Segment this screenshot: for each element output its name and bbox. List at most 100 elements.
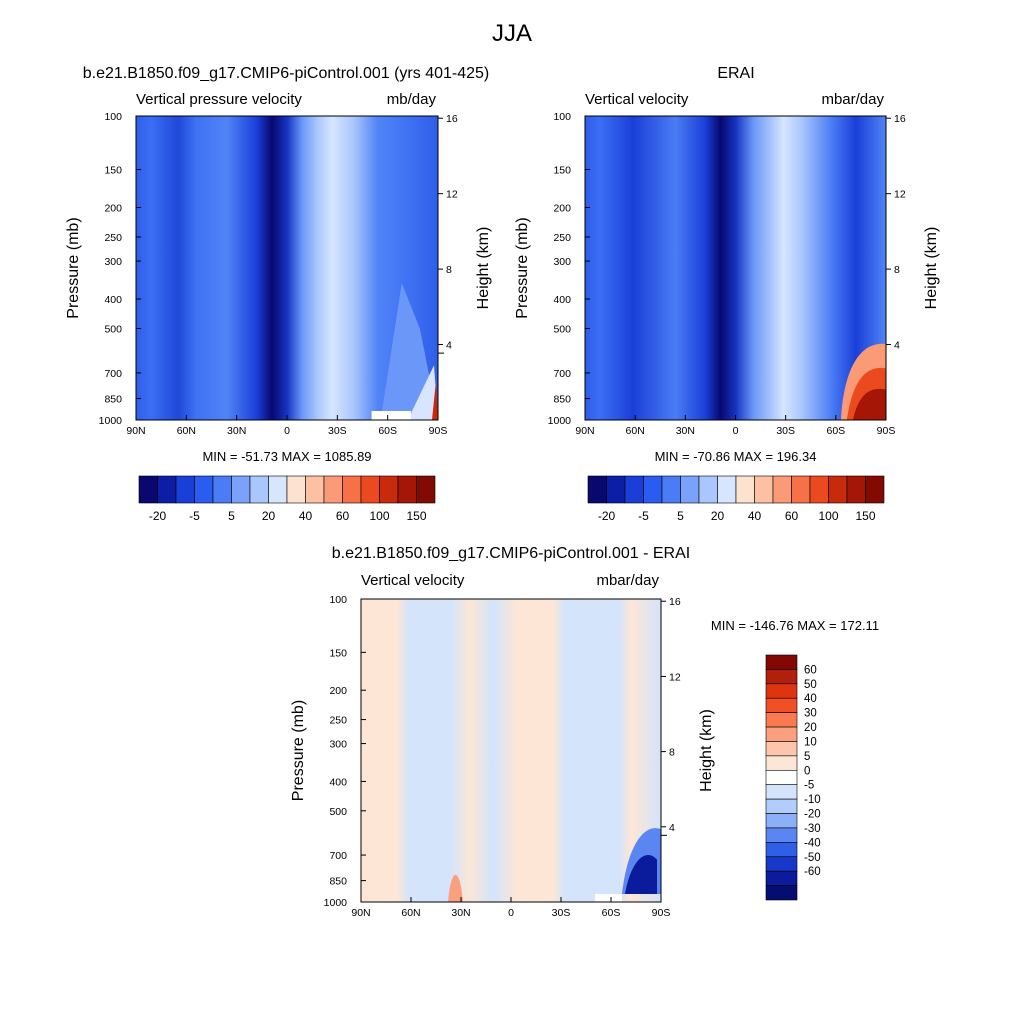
panel-model: b.e21.B1850.f09_g17.CMIP6-piControl.001 … [65,65,492,523]
colorbar-label: -50 [804,852,821,864]
y-tick-label: 150 [329,647,347,659]
colorbar-box [323,475,343,504]
contour-region [852,388,886,420]
colorbar-box [268,475,288,504]
colorbar-box [735,475,755,504]
variable-label: Vertical velocity [361,572,465,589]
colorbar-label: 100 [818,509,838,523]
colorbar-box [231,475,251,504]
colorbar-box [765,755,798,771]
colorbar-box [809,475,829,504]
colorbar-box [865,475,885,504]
figure-title: JJA [491,20,532,47]
contour-region [432,380,438,420]
missing-data [371,411,411,420]
colorbar-box [765,769,798,786]
y-tick-label: 100 [329,594,347,606]
y-tick-label: 200 [329,685,347,697]
x-tick-label: 90N [351,907,370,919]
x-tick-label: 30N [451,907,470,919]
colorbar-label: -5 [638,509,649,523]
panel-erai: ERAI Vertical velocity mbar/day 90N 60N 30N 0 3… [514,65,940,523]
height-tick-label: 12 [894,189,906,201]
y-tick-label: 100 [553,111,571,123]
colorbar-box [765,798,798,814]
colorbar-box [305,475,325,504]
panel-title: ERAI [717,65,754,82]
colorbar-box [765,669,798,685]
colorbar-box [138,475,158,504]
y-tick-label: 400 [329,776,347,788]
variable-label: Vertical pressure velocity [136,91,302,108]
units-label: mbar/day [821,91,884,108]
colorbar-label: 150 [855,509,875,523]
height-tick-label: 4 [446,340,452,352]
y-tick-label: 500 [553,323,571,335]
y-tick-label: 200 [553,203,571,215]
height-tick-label: 8 [669,747,675,759]
y-tick-label: 150 [553,165,571,177]
colorbar-box [379,475,399,504]
y-tick-label: 500 [329,806,347,818]
colorbar-box [754,475,774,504]
colorbar-box [765,870,798,886]
colorbar-box [416,475,436,504]
colorbar-label: 60 [785,509,799,523]
min-max-stats: MIN = -51.73 MAX = 1085.89 [202,449,371,464]
colorbar-label: 20 [804,722,817,734]
units-label: mbar/day [596,572,659,589]
y-tick-label: 700 [553,368,571,380]
height-tick-label: 12 [446,189,458,201]
colorbar-box [624,475,644,504]
colorbar-box [765,726,798,742]
panel-title: b.e21.B1850.f09_g17.CMIP6-piControl.001 … [332,545,690,562]
x-tick-label: 30N [227,425,246,437]
x-tick-label: 90S [877,425,896,437]
colorbar-box [772,475,792,504]
colorbar-box [765,712,798,728]
colorbar-box [765,654,798,670]
right-axis-label: Height (km) [475,227,492,310]
colorbar-box [286,475,306,504]
x-tick-label: 60N [626,425,645,437]
colorbar-box [765,697,798,713]
units-label: mb/day [387,91,437,108]
colorbar-label: 10 [804,736,817,748]
x-tick-label: 60N [177,425,196,437]
colorbar-box [765,683,798,699]
colorbar-box [846,475,866,504]
colorbar-label: 20 [262,509,276,523]
colorbar-box [717,475,737,504]
colorbar-label: -5 [189,509,200,523]
colorbar-label: -30 [804,823,821,835]
colorbar-label: 40 [748,509,762,523]
colorbar-box [194,475,214,504]
x-tick-label: 0 [284,425,290,437]
colorbar-box [249,475,269,504]
y-tick-label: 100 [104,111,122,123]
y-tick-label: 250 [553,232,571,244]
colorbar-box [175,475,195,504]
colorbar-label: -10 [804,794,821,806]
colorbar-label: 5 [677,509,684,523]
colorbar-box [698,475,718,504]
x-tick-label: 60N [401,907,420,919]
x-tick-label: 60S [602,907,621,919]
colorbar-label: 5 [228,509,235,523]
contour-field [361,599,661,902]
x-tick-label: 90N [575,425,594,437]
colorbar-box [212,475,232,504]
colorbar-box [397,475,417,504]
y-axis-label: Pressure (mb) [514,217,531,318]
contour-region [407,365,438,420]
colorbar-box [587,475,607,504]
x-tick-label: 90S [429,425,448,437]
x-tick-label: 60S [826,425,845,437]
colorbar-label: -20 [149,509,167,523]
colorbar-label: 40 [299,509,313,523]
x-tick-label: 30S [328,425,347,437]
colorbar-box [643,475,663,504]
colorbar-box [765,827,798,843]
colorbar-box [342,475,362,504]
variable-label: Vertical velocity [585,91,689,108]
